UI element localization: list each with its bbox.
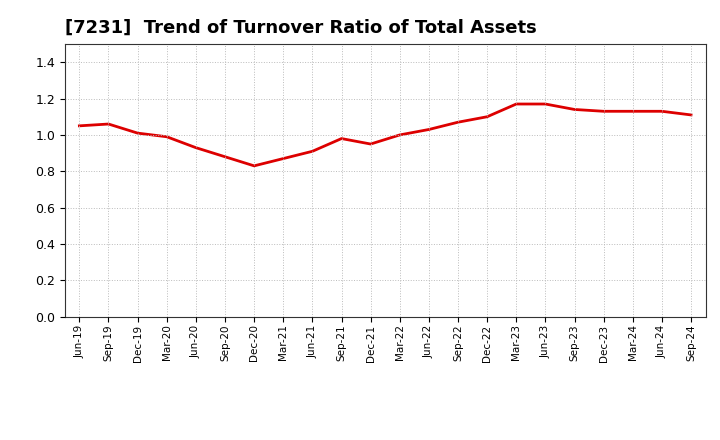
Text: [7231]  Trend of Turnover Ratio of Total Assets: [7231] Trend of Turnover Ratio of Total …: [65, 19, 536, 37]
